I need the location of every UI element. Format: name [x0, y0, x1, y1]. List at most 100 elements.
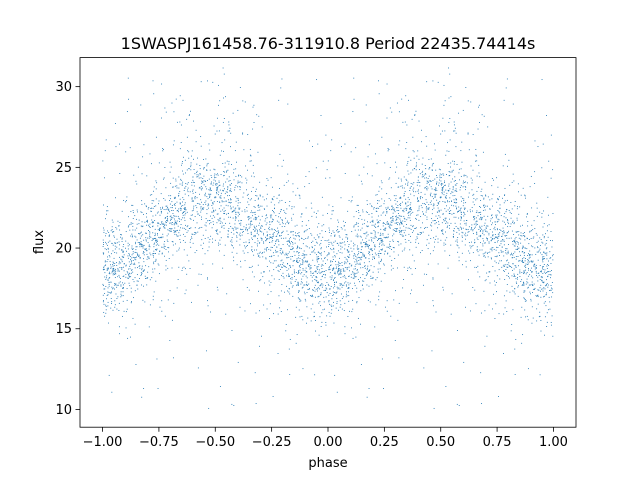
- data-point: [349, 270, 350, 272]
- data-point: [524, 269, 526, 271]
- data-point: [521, 248, 523, 250]
- data-point: [530, 269, 532, 271]
- data-point: [112, 264, 114, 266]
- data-point: [262, 252, 264, 253]
- data-point: [357, 235, 359, 237]
- data-point: [324, 308, 325, 310]
- data-point: [442, 183, 444, 185]
- data-point: [317, 290, 319, 292]
- data-point: [455, 198, 457, 200]
- data-point: [245, 241, 247, 243]
- data-point: [368, 144, 370, 146]
- data-point: [504, 195, 505, 196]
- data-point: [145, 213, 147, 215]
- data-point: [301, 255, 303, 256]
- data-point: [105, 305, 107, 307]
- data-point: [537, 259, 539, 261]
- data-point: [376, 194, 378, 196]
- data-point: [510, 266, 512, 267]
- data-point: [525, 300, 527, 302]
- data-point: [519, 269, 521, 271]
- data-point: [522, 284, 524, 286]
- data-point: [147, 221, 148, 223]
- data-point: [259, 242, 261, 244]
- data-point: [535, 253, 537, 255]
- data-point: [410, 228, 412, 230]
- data-point: [155, 260, 157, 262]
- data-point: [328, 267, 330, 269]
- data-point: [526, 264, 528, 265]
- data-point: [446, 225, 448, 227]
- data-point: [246, 210, 248, 212]
- data-point: [353, 257, 355, 259]
- data-point: [305, 175, 307, 177]
- data-point: [524, 194, 526, 196]
- data-point: [253, 225, 255, 227]
- data-point: [247, 245, 248, 246]
- data-point: [318, 236, 320, 237]
- data-point: [515, 338, 517, 340]
- data-point: [528, 239, 530, 240]
- data-point: [289, 265, 291, 267]
- data-point: [297, 257, 299, 259]
- data-point: [371, 206, 373, 208]
- data-point: [135, 246, 137, 248]
- data-point: [453, 236, 455, 238]
- data-point: [300, 248, 302, 250]
- data-point: [499, 204, 501, 206]
- data-point: [190, 169, 192, 171]
- data-point: [292, 295, 294, 297]
- data-point: [465, 186, 467, 188]
- data-point: [306, 271, 307, 273]
- data-point: [346, 267, 348, 269]
- data-point: [418, 192, 420, 194]
- data-point: [449, 211, 450, 213]
- data-point: [386, 210, 388, 212]
- data-point: [513, 253, 515, 255]
- data-point: [117, 268, 119, 270]
- data-point: [410, 293, 411, 295]
- data-point: [449, 118, 451, 119]
- data-point: [134, 251, 136, 253]
- data-point: [192, 192, 194, 194]
- data-point: [332, 210, 334, 212]
- data-point: [432, 220, 434, 222]
- data-point: [297, 282, 299, 284]
- data-point: [317, 251, 319, 253]
- data-point: [434, 246, 435, 248]
- data-point: [443, 244, 445, 246]
- data-point: [261, 239, 263, 241]
- data-point: [159, 227, 161, 229]
- data-point: [422, 211, 424, 213]
- data-point: [524, 299, 526, 300]
- data-point: [191, 200, 193, 202]
- data-point: [218, 184, 220, 186]
- data-point: [379, 291, 381, 293]
- data-point: [337, 272, 338, 274]
- data-point: [151, 163, 152, 165]
- data-point: [418, 181, 420, 183]
- data-point: [103, 177, 105, 179]
- data-point: [478, 229, 480, 230]
- data-point: [400, 196, 402, 198]
- data-point: [514, 251, 516, 253]
- data-point: [281, 221, 283, 223]
- data-point: [152, 271, 154, 273]
- data-point: [272, 220, 273, 222]
- data-point: [199, 186, 201, 188]
- data-point: [439, 197, 441, 199]
- data-point: [155, 214, 157, 216]
- data-point: [268, 238, 270, 240]
- data-point: [164, 255, 165, 257]
- data-point: [314, 279, 316, 280]
- data-point: [310, 295, 311, 297]
- data-point: [396, 218, 398, 220]
- data-point: [296, 224, 298, 226]
- data-point: [421, 163, 423, 165]
- data-point: [315, 241, 317, 243]
- data-point: [299, 299, 301, 300]
- data-point: [216, 188, 218, 189]
- data-point: [273, 196, 275, 198]
- data-point: [334, 374, 336, 376]
